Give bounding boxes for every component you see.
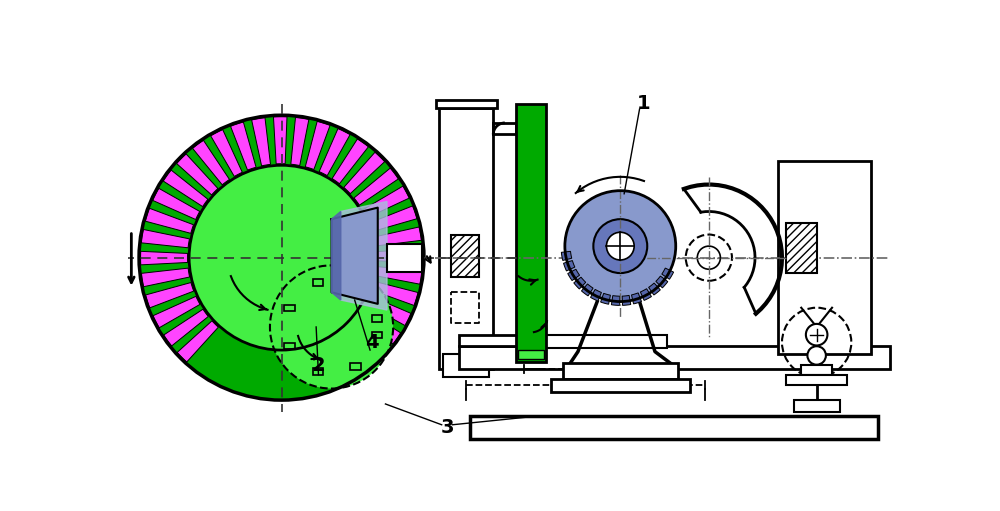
Wedge shape <box>177 154 218 195</box>
Text: 4: 4 <box>366 333 379 352</box>
Wedge shape <box>561 251 572 261</box>
Wedge shape <box>252 118 270 166</box>
Wedge shape <box>141 251 188 265</box>
Bar <box>350 284 361 291</box>
Bar <box>313 367 323 375</box>
Wedge shape <box>611 295 620 306</box>
Polygon shape <box>516 104 546 362</box>
Circle shape <box>565 191 676 301</box>
Polygon shape <box>551 379 690 392</box>
Wedge shape <box>656 276 668 288</box>
Circle shape <box>270 265 393 388</box>
Polygon shape <box>341 201 387 310</box>
Polygon shape <box>439 107 493 369</box>
Wedge shape <box>601 293 610 304</box>
Wedge shape <box>375 249 422 262</box>
Wedge shape <box>305 121 330 170</box>
Polygon shape <box>470 415 878 438</box>
Polygon shape <box>387 244 422 271</box>
Wedge shape <box>374 266 422 284</box>
Wedge shape <box>649 283 660 295</box>
Wedge shape <box>370 281 418 306</box>
Circle shape <box>139 115 424 400</box>
Text: 3: 3 <box>440 417 454 436</box>
Wedge shape <box>231 122 256 170</box>
Wedge shape <box>164 309 208 346</box>
Polygon shape <box>459 335 520 346</box>
Polygon shape <box>536 335 666 348</box>
Text: 2: 2 <box>312 356 325 375</box>
Wedge shape <box>145 208 194 234</box>
Polygon shape <box>801 365 832 376</box>
Bar <box>372 332 382 338</box>
Wedge shape <box>146 283 194 308</box>
Circle shape <box>189 165 374 350</box>
Bar <box>372 315 382 322</box>
Bar <box>350 363 361 370</box>
Wedge shape <box>369 206 417 231</box>
Wedge shape <box>373 227 421 246</box>
Wedge shape <box>319 129 350 176</box>
Wedge shape <box>574 277 586 289</box>
Polygon shape <box>794 400 840 412</box>
Wedge shape <box>631 293 641 304</box>
Text: 1: 1 <box>637 94 650 113</box>
Polygon shape <box>778 161 871 354</box>
Polygon shape <box>786 376 847 385</box>
Circle shape <box>593 219 647 273</box>
Bar <box>313 280 323 286</box>
Wedge shape <box>564 261 575 271</box>
Wedge shape <box>291 118 309 166</box>
Wedge shape <box>153 296 200 328</box>
Wedge shape <box>581 284 593 296</box>
Wedge shape <box>568 269 580 281</box>
Wedge shape <box>193 141 229 185</box>
Polygon shape <box>459 346 890 369</box>
Polygon shape <box>518 350 544 359</box>
Wedge shape <box>141 229 189 248</box>
Wedge shape <box>354 168 398 205</box>
Wedge shape <box>591 289 601 301</box>
Bar <box>786 223 817 273</box>
Bar <box>451 235 479 277</box>
Polygon shape <box>563 363 678 379</box>
Circle shape <box>806 324 827 345</box>
Polygon shape <box>332 207 378 304</box>
Polygon shape <box>436 100 497 107</box>
Wedge shape <box>141 268 190 287</box>
Wedge shape <box>364 295 411 326</box>
Circle shape <box>807 346 826 365</box>
Wedge shape <box>662 268 674 280</box>
Wedge shape <box>640 289 651 300</box>
Wedge shape <box>177 321 218 362</box>
Wedge shape <box>344 152 385 194</box>
Wedge shape <box>356 308 401 344</box>
Wedge shape <box>163 170 208 206</box>
Wedge shape <box>622 295 631 306</box>
Polygon shape <box>443 354 489 377</box>
Circle shape <box>606 233 634 260</box>
Wedge shape <box>362 186 409 218</box>
Bar <box>284 342 295 350</box>
Wedge shape <box>211 130 242 176</box>
Wedge shape <box>332 139 368 184</box>
Wedge shape <box>273 117 287 164</box>
Bar <box>284 305 295 311</box>
Wedge shape <box>153 189 200 220</box>
Polygon shape <box>332 212 341 300</box>
